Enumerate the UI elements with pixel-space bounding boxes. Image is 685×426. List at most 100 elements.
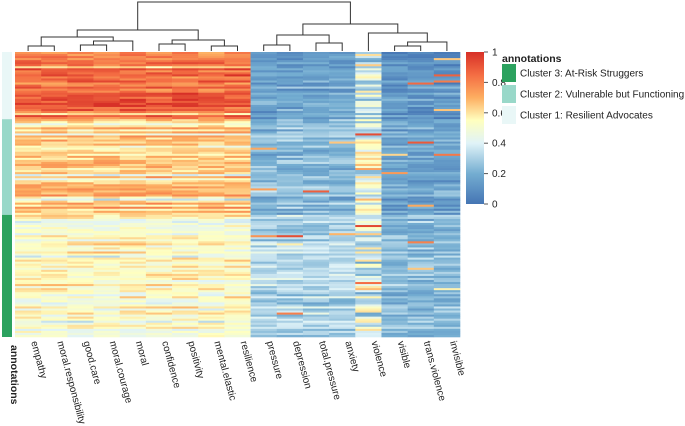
heatmap-cell bbox=[41, 249, 68, 252]
heatmap-cell bbox=[329, 109, 356, 112]
heatmap-cell bbox=[329, 123, 356, 126]
heatmap-cell bbox=[41, 155, 68, 159]
heatmap-cell bbox=[381, 267, 408, 271]
heatmap-cell bbox=[407, 243, 435, 246]
heatmap-cell bbox=[381, 225, 408, 228]
heatmap-cell bbox=[67, 111, 94, 114]
heatmap-cell bbox=[433, 247, 461, 250]
heatmap-cell bbox=[145, 292, 173, 295]
heatmap-cell bbox=[250, 302, 278, 305]
heatmap-cell bbox=[145, 72, 173, 75]
heatmap-cell bbox=[224, 200, 251, 203]
heatmap-cell bbox=[172, 113, 199, 116]
heatmap-cell bbox=[41, 186, 68, 189]
heatmap-cell bbox=[355, 273, 382, 277]
heatmap-cell bbox=[250, 78, 278, 81]
heatmap-cell bbox=[276, 178, 304, 181]
heatmap-cell bbox=[407, 237, 435, 240]
heatmap-cell bbox=[15, 153, 42, 157]
heatmap-cell bbox=[302, 98, 330, 102]
heatmap-cell bbox=[93, 166, 121, 169]
heatmap-cell bbox=[67, 131, 94, 134]
heatmap-cell bbox=[407, 231, 435, 234]
heatmap-cell bbox=[145, 174, 173, 177]
heatmap-cell bbox=[15, 332, 42, 336]
heatmap-cell bbox=[302, 334, 330, 338]
heatmap-cell bbox=[15, 80, 42, 83]
heatmap-cell bbox=[119, 131, 147, 134]
heatmap-cell bbox=[407, 104, 435, 108]
heatmap-cell bbox=[329, 54, 356, 57]
heatmap-cell bbox=[67, 66, 94, 69]
heatmap-cell bbox=[407, 306, 435, 309]
heatmap-cell bbox=[172, 139, 199, 142]
heatmap-cell bbox=[276, 332, 304, 336]
heatmap-cell bbox=[93, 104, 121, 108]
heatmap-cell bbox=[145, 198, 173, 201]
heatmap-cell bbox=[198, 225, 225, 228]
heatmap-cell bbox=[15, 188, 42, 191]
heatmap-cell bbox=[250, 109, 278, 112]
heatmap-cell bbox=[172, 249, 199, 252]
heatmap-cell bbox=[15, 131, 42, 134]
heatmap-cell bbox=[250, 216, 278, 220]
heatmap-cell bbox=[224, 198, 251, 201]
heatmap-cell bbox=[198, 212, 225, 216]
heatmap-cell bbox=[67, 90, 94, 94]
heatmap-cell bbox=[224, 263, 251, 267]
heatmap-cell bbox=[15, 96, 42, 100]
heatmap-cell bbox=[381, 306, 408, 309]
heatmap-cell bbox=[276, 68, 304, 71]
heatmap-cell bbox=[198, 284, 225, 287]
heatmap-cell bbox=[433, 76, 461, 79]
heatmap-cell bbox=[355, 257, 382, 260]
heatmap-cell bbox=[276, 288, 304, 291]
heatmap-cell bbox=[250, 253, 278, 256]
heatmap-cell bbox=[198, 168, 225, 171]
annotation-axis-label: annotations bbox=[8, 345, 20, 405]
heatmap-cell bbox=[407, 168, 435, 171]
heatmap-cell bbox=[407, 302, 435, 305]
heatmap-cell bbox=[15, 64, 42, 67]
heatmap-cell bbox=[407, 64, 435, 67]
heatmap-cell bbox=[250, 98, 278, 102]
heatmap-cell bbox=[224, 92, 251, 96]
heatmap-cell bbox=[381, 166, 408, 169]
heatmap-cell bbox=[381, 119, 408, 122]
heatmap-cell bbox=[302, 166, 330, 169]
heatmap-cell bbox=[407, 145, 435, 148]
heatmap-cell bbox=[119, 74, 147, 77]
heatmap-cell bbox=[224, 255, 251, 258]
heatmap-cell bbox=[250, 127, 278, 130]
heatmap-cell bbox=[172, 210, 199, 214]
heatmap-cell bbox=[41, 166, 68, 169]
heatmap-cell bbox=[93, 192, 121, 195]
heatmap-cell bbox=[433, 111, 461, 114]
heatmap-cell bbox=[381, 176, 408, 179]
heatmap-cell bbox=[172, 186, 199, 189]
heatmap-cell bbox=[407, 294, 435, 297]
heatmap-cell bbox=[15, 82, 42, 85]
heatmap-cell bbox=[41, 174, 68, 177]
heatmap-cell bbox=[41, 163, 68, 167]
heatmap-cell bbox=[15, 233, 42, 236]
heatmap-cell bbox=[329, 296, 356, 299]
heatmap-cell bbox=[329, 277, 356, 281]
heatmap-cell bbox=[15, 241, 42, 244]
heatmap-cell bbox=[276, 100, 304, 104]
heatmap-cell bbox=[433, 106, 461, 110]
heatmap-cell bbox=[329, 184, 356, 187]
heatmap-cell bbox=[15, 251, 42, 254]
heatmap-cell bbox=[302, 147, 330, 151]
heatmap-cell bbox=[355, 151, 382, 155]
heatmap-cell bbox=[145, 237, 173, 240]
heatmap-cell bbox=[41, 269, 68, 273]
heatmap-cell bbox=[329, 117, 356, 120]
heatmap-cell bbox=[198, 163, 225, 167]
heatmap-cell bbox=[93, 84, 121, 87]
heatmap-cell bbox=[433, 269, 461, 273]
heatmap-cell bbox=[145, 100, 173, 104]
heatmap-cell bbox=[250, 80, 278, 83]
heatmap-cell bbox=[302, 302, 330, 305]
heatmap-cell bbox=[433, 74, 461, 77]
